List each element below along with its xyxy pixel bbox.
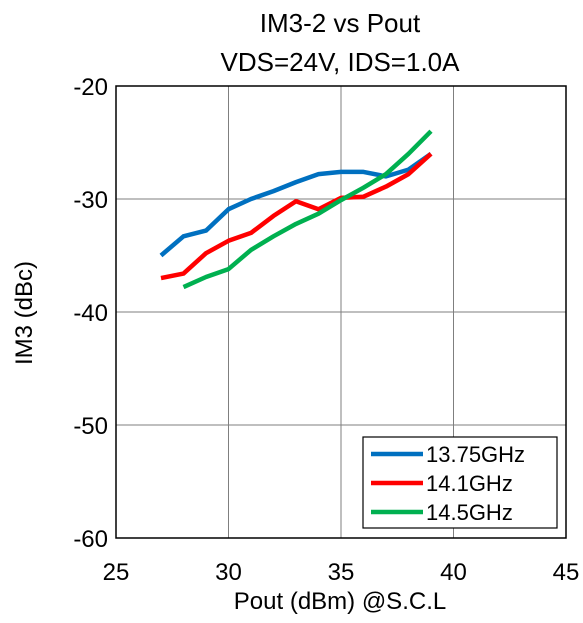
chart-title-line-1: IM3-2 vs Pout bbox=[260, 8, 421, 38]
y-tick-label: -40 bbox=[73, 300, 108, 327]
series-line-14-1ghz bbox=[160, 152, 433, 281]
data-series bbox=[159, 129, 433, 290]
x-axis-ticks: 25 30 35 40 45 bbox=[103, 559, 580, 586]
x-axis-label: Pout (dBm) @S.C.L bbox=[234, 588, 446, 615]
y-tick-label: -60 bbox=[73, 526, 108, 553]
legend-label: 14.1GHz bbox=[426, 471, 513, 496]
y-tick-label: -50 bbox=[73, 413, 108, 440]
y-axis-label: IM3 (dBc) bbox=[11, 261, 38, 365]
y-tick-label: -30 bbox=[73, 187, 108, 214]
legend: 13.75GHz 14.1GHz 14.5GHz bbox=[362, 436, 558, 529]
chart-title: IM3-2 vs Pout VDS=24V, IDS=1.0A bbox=[221, 8, 461, 77]
y-tick-label: -20 bbox=[73, 74, 108, 101]
series-line-14-5ghz bbox=[182, 129, 433, 290]
y-axis-ticks: -20 -30 -40 -50 -60 bbox=[73, 74, 108, 553]
x-tick-label: 40 bbox=[440, 559, 467, 586]
x-tick-label: 35 bbox=[328, 559, 355, 586]
x-tick-label: 30 bbox=[215, 559, 242, 586]
x-tick-label: 45 bbox=[553, 559, 580, 586]
legend-label: 14.5GHz bbox=[426, 500, 513, 525]
x-tick-label: 25 bbox=[103, 559, 130, 586]
legend-label: 13.75GHz bbox=[426, 442, 525, 467]
grid-lines bbox=[116, 86, 566, 538]
chart-title-line-2: VDS=24V, IDS=1.0A bbox=[221, 47, 461, 77]
plot-area-frame bbox=[115, 85, 567, 539]
